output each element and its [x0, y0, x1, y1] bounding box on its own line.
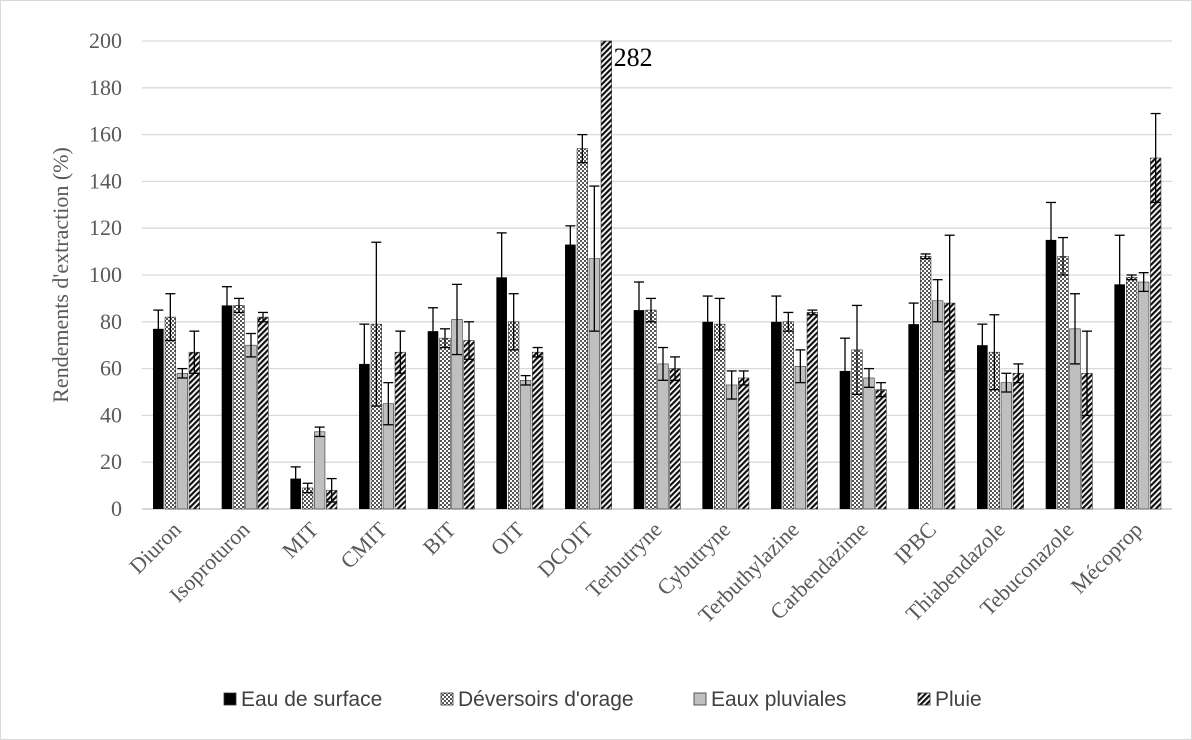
bar [782, 321, 794, 510]
bar [576, 148, 588, 510]
x-tick-label: BIT [418, 516, 461, 559]
bar [657, 363, 669, 510]
y-tick-label: 80 [100, 309, 122, 334]
bar [257, 316, 269, 510]
bar [496, 277, 507, 509]
x-tick-label: MIT [277, 516, 324, 563]
bar [427, 331, 439, 509]
x-tick-label: IPBC [889, 517, 941, 569]
x-tick-label: DCOIT [533, 516, 599, 582]
legend-swatch [917, 692, 931, 706]
legend-swatch [693, 692, 707, 706]
bar [176, 372, 188, 510]
bar [520, 379, 532, 510]
y-tick-label: 40 [100, 402, 122, 427]
data-label: 282 [614, 43, 653, 72]
bar [908, 324, 919, 509]
bar [314, 431, 326, 510]
bar [932, 300, 944, 510]
bar [164, 316, 176, 510]
bar [702, 321, 713, 509]
bar [669, 368, 681, 510]
y-tick-label: 20 [100, 449, 122, 474]
y-tick-label: 160 [89, 122, 122, 147]
x-tick-label: Terbutryne [581, 517, 667, 603]
y-tick-label: 120 [89, 215, 122, 240]
x-tick-label: Diuron [124, 517, 186, 579]
bar [714, 323, 726, 510]
bar [359, 363, 370, 509]
bar [233, 305, 245, 510]
bar [726, 384, 738, 510]
y-tick-label: 60 [100, 356, 122, 381]
bar [977, 345, 988, 509]
x-tick-label: Mécoprop [1066, 517, 1148, 599]
bar [633, 310, 645, 509]
y-axis-label: Rendements d'extraction (%) [48, 147, 73, 403]
legend-label: Eau de surface [241, 688, 382, 711]
bar [1150, 157, 1162, 510]
legend-label: Pluie [935, 688, 982, 711]
bar [1138, 281, 1150, 510]
bar [839, 370, 851, 509]
bar [1126, 277, 1138, 510]
bar [188, 351, 200, 510]
bar [600, 40, 612, 510]
bar [806, 312, 818, 510]
legend-label: Eaux pluviales [711, 688, 846, 711]
y-tick-label: 0 [111, 496, 122, 521]
bar [1000, 382, 1012, 510]
bar [394, 351, 406, 510]
bar [875, 389, 887, 510]
x-tick-label: OIT [486, 516, 530, 560]
legend-swatch [223, 692, 237, 706]
x-tick-label: CMIT [335, 516, 392, 573]
bar [1114, 284, 1125, 509]
bar [153, 328, 164, 509]
y-tick-label: 180 [89, 75, 122, 100]
bar [1057, 255, 1069, 510]
bar [863, 377, 875, 510]
bar [738, 377, 750, 510]
y-tick-label: 100 [89, 262, 122, 287]
bar [565, 244, 576, 509]
bar [1045, 239, 1057, 509]
bar [221, 305, 233, 509]
bar [439, 337, 451, 510]
bar [645, 309, 657, 510]
legend-label: Déversoirs d'orage [458, 688, 634, 711]
bar [920, 255, 932, 510]
y-tick-label: 140 [89, 168, 122, 193]
bar [290, 478, 301, 509]
bar [245, 344, 257, 510]
legend-swatch [440, 692, 454, 706]
y-tick-label: 200 [89, 28, 122, 53]
bar [771, 321, 782, 509]
bar [532, 351, 544, 510]
bar [1012, 372, 1024, 510]
bar [794, 365, 806, 510]
bar [463, 340, 475, 510]
